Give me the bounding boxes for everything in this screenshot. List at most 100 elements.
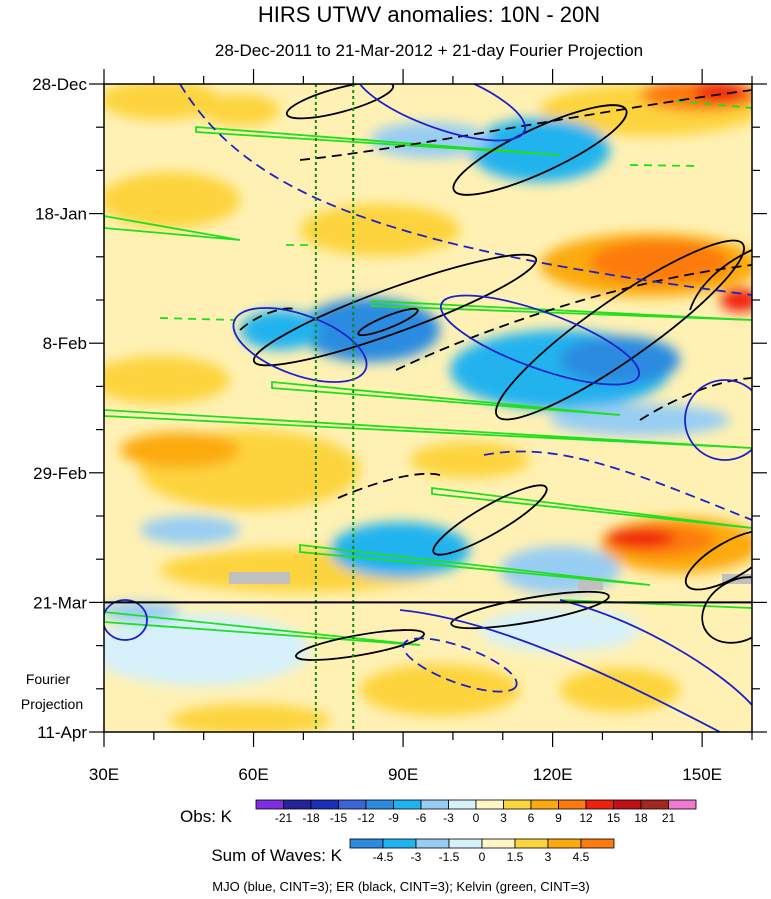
x-tick-label: 150E [682, 765, 722, 784]
x-tick-label: 30E [89, 765, 119, 784]
waves-colorbar: -4.5 -3 -1.5 0 1.5 3 4.5 [349, 838, 615, 864]
projection-label-line1: Fourier [26, 671, 71, 687]
projection-label-line2: Projection [21, 696, 83, 712]
colorbar-tick-label: -18 [302, 811, 320, 825]
anomaly-blob [140, 516, 240, 544]
plot-frame [103, 83, 753, 733]
er-contour [450, 590, 610, 630]
mjo-contour [353, 84, 527, 142]
colorbar-swatch [393, 799, 422, 810]
er-contour [285, 84, 395, 120]
kelvin-contour [559, 599, 752, 609]
er-contour [395, 264, 752, 371]
anomaly-field [104, 84, 752, 732]
colorbar-tick-label: 12 [579, 811, 593, 825]
kelvin-contour [195, 126, 561, 156]
colorbar-swatch [310, 799, 339, 810]
anomaly-blob [470, 118, 610, 182]
colorbar-tick-label: -12 [357, 811, 375, 825]
colorbar-swatch [668, 799, 697, 810]
anomaly-blob [360, 664, 520, 716]
kelvin-contour [104, 611, 421, 646]
colorbar-swatch [365, 799, 394, 810]
anomaly-blob [104, 356, 230, 404]
plot-area [104, 84, 752, 732]
colorbar-swatch [530, 799, 559, 810]
chart-subtitle: 28-Dec-2011 to 21-Mar-2012 + 21-day Four… [215, 41, 643, 60]
er-contour [357, 307, 419, 337]
colorbar-swatch [514, 838, 549, 849]
colorbar-swatch [640, 799, 669, 810]
anomaly-blob [104, 172, 240, 228]
anomaly-blob [300, 204, 460, 256]
colorbar-tick-label: -21 [275, 811, 293, 825]
kelvin-contour [629, 164, 701, 167]
kelvin-contour [431, 486, 752, 529]
kelvin-contour [159, 317, 237, 321]
mjo-contour [104, 599, 148, 641]
er-contours [239, 84, 752, 661]
colorbar-tick-label: 18 [634, 811, 648, 825]
anomaly-blob [694, 84, 746, 102]
er-contour [337, 472, 441, 499]
kelvin-contour [104, 215, 241, 241]
colorbar-swatch [475, 799, 504, 810]
colorbar-tick-label: 15 [607, 811, 621, 825]
reference-lines [314, 84, 355, 732]
mjo-contour [559, 599, 752, 706]
contour-legend: MJO (blue, CINT=3); ER (black, CINT=3); … [212, 879, 589, 894]
colorbar-swatch [580, 838, 615, 849]
er-contour [452, 104, 628, 196]
er-contour [295, 629, 425, 661]
er-contour [252, 253, 538, 367]
colorbar-swatch [255, 799, 284, 810]
colorbar-tick-label: 1.5 [507, 850, 524, 864]
y-tick-label: 29-Feb [33, 464, 87, 483]
mjo-contour [232, 307, 368, 383]
colorbar-tick-label: -4.5 [373, 850, 394, 864]
anomaly-blob [240, 310, 320, 350]
colorbar-swatch [448, 799, 477, 810]
y-axis: 28-Dec 18-Jan 8-Feb 29-Feb 21-Mar 11-Apr [32, 75, 767, 742]
er-contour [684, 529, 752, 591]
anomaly-blob [104, 84, 220, 120]
colorbar-swatch [349, 838, 384, 849]
colorbar-tick-label: 0 [473, 811, 480, 825]
colorbar-tick-label: 0 [479, 850, 486, 864]
er-contour [689, 249, 752, 311]
anomaly-blob [104, 614, 310, 686]
anomaly-blob [170, 704, 330, 732]
y-tick-label: 8-Feb [43, 334, 87, 353]
anomaly-blob [720, 288, 752, 312]
colorbar-tick-label: 4.5 [573, 850, 590, 864]
mjo-contour [402, 637, 518, 693]
mjo-contour [439, 294, 641, 386]
anomaly-blob [104, 602, 180, 622]
colorbar-tick-label: 6 [528, 811, 535, 825]
obs-colorbar: -21 -18 -15 -12 -9 -6 -3 0 3 6 9 12 15 18 21 [255, 799, 697, 825]
er-contour [432, 484, 548, 556]
colorbar-tick-label: 3 [500, 811, 507, 825]
colorbar-swatch [382, 838, 417, 849]
colorbar-swatch [415, 838, 450, 849]
anomaly-blob [300, 298, 440, 362]
kelvin-contour [299, 543, 651, 586]
colorbar-swatch [420, 799, 449, 810]
obs-colorbar-label: Obs: K [180, 807, 233, 826]
kelvin-contour [104, 409, 752, 449]
mjo-contour [399, 609, 721, 732]
kelvin-contour [271, 381, 621, 416]
colorbar-swatch [547, 838, 582, 849]
colorbar-tick-label: -1.5 [439, 850, 460, 864]
anomaly-blob [560, 336, 680, 384]
colorbar-swatch [503, 799, 532, 810]
anomaly-blob [410, 442, 530, 478]
colorbar-tick-label: 3 [545, 850, 552, 864]
colorbar-tick-label: -3 [443, 811, 454, 825]
colorbar-swatch [613, 799, 642, 810]
colorbar-swatch [338, 799, 367, 810]
anomaly-blob [605, 528, 675, 548]
kelvin-contours [104, 100, 752, 646]
anomaly-blob [480, 608, 640, 652]
er-contour [299, 89, 752, 161]
